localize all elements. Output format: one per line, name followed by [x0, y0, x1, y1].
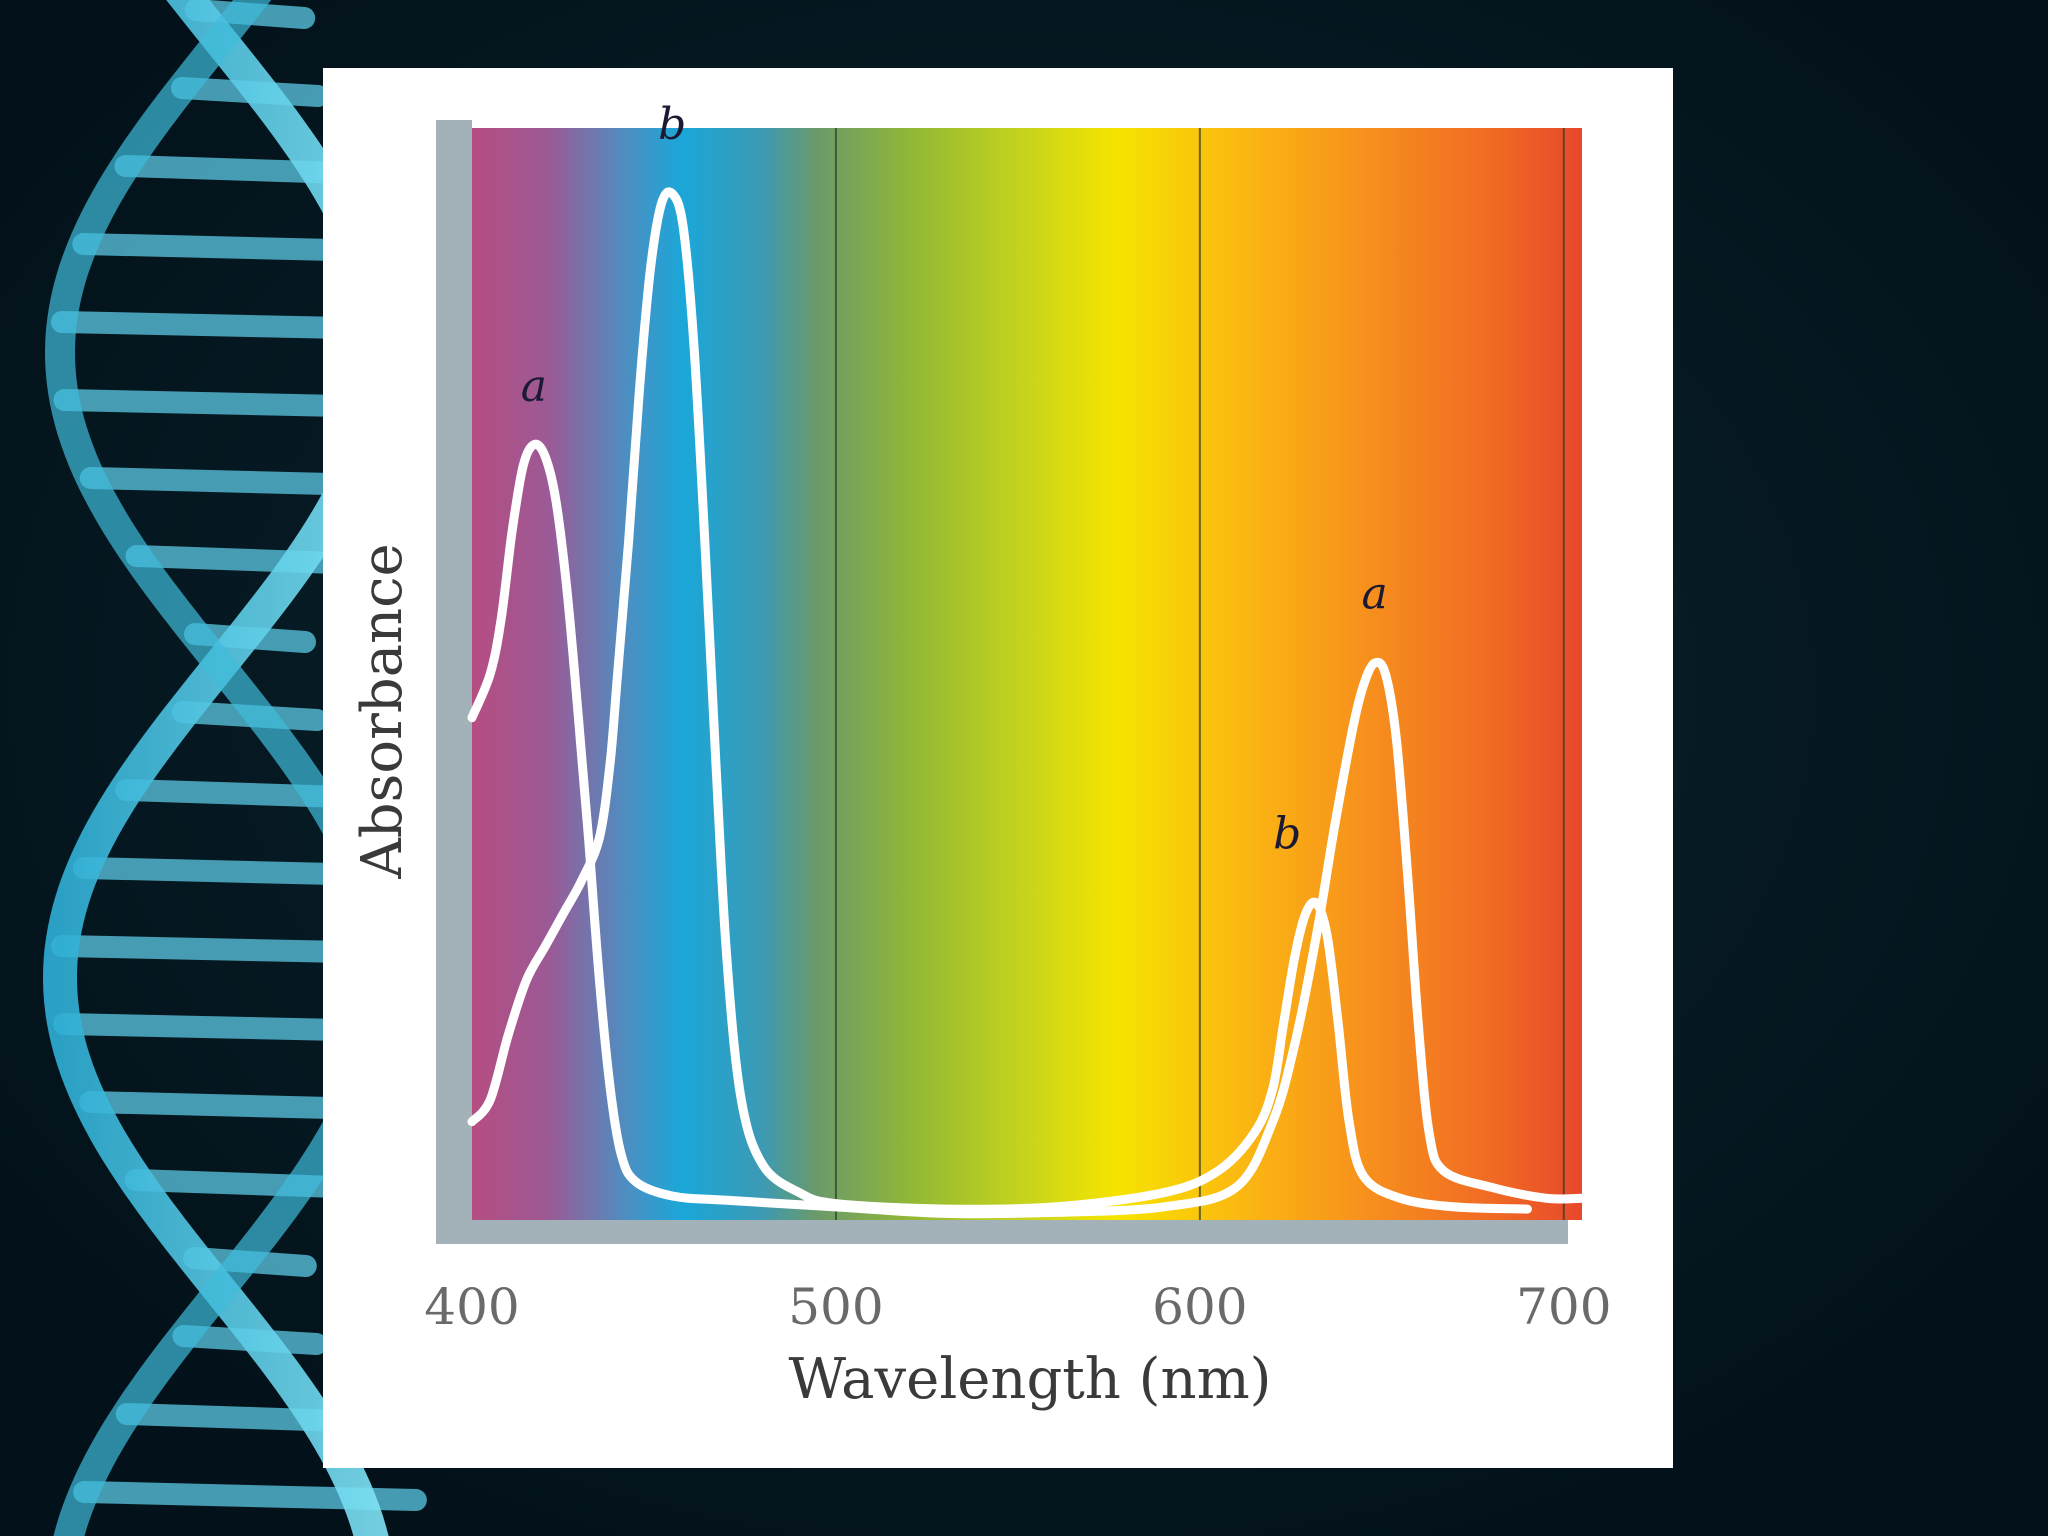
chart-card: a b a b 400 500 600 700 Wavelength (nm) Absorb…	[323, 68, 1673, 1468]
frame-shadow-left	[436, 120, 472, 1244]
y-axis-title: Absorbance	[350, 543, 415, 879]
vertical-gridlines	[834, 128, 1565, 1220]
series-label-a: a	[521, 361, 547, 412]
spectrum-plot-area	[472, 128, 1582, 1220]
series-labels: a b a b	[521, 99, 1388, 860]
series-label-b: b	[1273, 809, 1301, 860]
absorbance-chart: a b a b 400 500 600 700 Wavelength (nm) Absorb…	[350, 99, 1612, 1412]
frame-shadow-bottom	[436, 1216, 1568, 1244]
x-tick-label: 500	[788, 1278, 883, 1336]
x-tick-label: 700	[1516, 1278, 1611, 1336]
series-label-a: a	[1361, 568, 1387, 619]
x-tick-labels: 400 500 600 700	[424, 1278, 1611, 1336]
series-label-b: b	[658, 99, 686, 150]
x-tick-label: 600	[1152, 1278, 1247, 1336]
series-curves	[467, 187, 1587, 1219]
x-tick-label: 400	[424, 1278, 519, 1336]
series-line-b	[467, 187, 1532, 1214]
series-line-a	[467, 439, 1587, 1219]
x-axis-title: Wavelength (nm)	[788, 1347, 1271, 1412]
